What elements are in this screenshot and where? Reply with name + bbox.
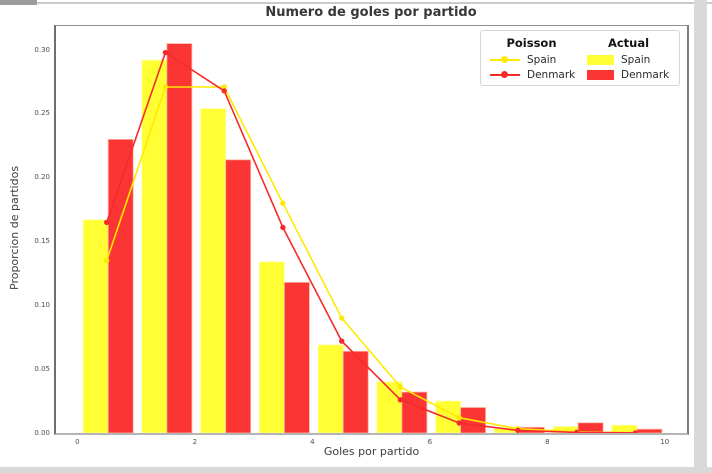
x-axis-label: Goles por partido: [323, 445, 420, 458]
bar-spain-actual-2: [200, 108, 227, 433]
line-spain-poisson: [105, 86, 636, 433]
point-denmark-poisson-7: [515, 427, 521, 433]
legend-label: Spain: [527, 53, 557, 66]
bar-spain-actual-0: [82, 219, 109, 433]
legend-swatch-denmark: [587, 69, 614, 80]
bar-denmark-actual-2: [225, 159, 252, 433]
window-chrome-fragment: [0, 0, 37, 5]
point-denmark-poisson-8: [574, 429, 580, 433]
legend-label: Spain: [621, 53, 651, 66]
legend-item-actual-spain: Spain: [584, 52, 673, 67]
bar-denmark-actual-0: [107, 139, 134, 433]
bar-denmark-actual-4: [342, 350, 369, 433]
x-tick-label: 4: [310, 438, 315, 446]
legend-item-actual-denmark: Denmark: [584, 67, 673, 82]
bar-spain-actual-5: [376, 381, 403, 433]
point-denmark-poisson-2: [221, 88, 227, 94]
legend-column-poisson: Poisson Spain Denmark: [487, 35, 576, 82]
y-tick-label: 0.25: [34, 109, 50, 118]
legend-header-actual: Actual: [607, 36, 650, 50]
legend-item-poisson-denmark: Denmark: [487, 67, 576, 82]
legend-header-poisson: Poisson: [506, 36, 557, 50]
line-dot-icon: [501, 56, 508, 63]
point-spain-poisson-3: [280, 200, 286, 206]
bar-spain-actual-1: [141, 59, 168, 433]
y-tick-label: 0.05: [34, 364, 50, 373]
y-tick-label: 0.00: [34, 428, 50, 437]
point-denmark-poisson-4: [339, 338, 345, 344]
y-tick-label: 0.15: [34, 237, 50, 245]
chart-canvas: [82, 43, 663, 433]
legend-label: Denmark: [527, 68, 576, 81]
bar-denmark-actual-1: [166, 43, 193, 433]
point-spain-poisson-0: [104, 258, 110, 264]
point-denmark-poisson-0: [104, 219, 110, 226]
vertical-scrollbar[interactable]: [694, 0, 707, 473]
legend: Poisson Spain Denmark Actual Spain: [480, 30, 680, 86]
legend-line-marker-spain: [490, 55, 520, 64]
bar-denmark-actual-3: [283, 281, 310, 433]
y-axis-label: Proporcion de partidos: [8, 165, 21, 290]
chart-title: Numero de goles por partido: [265, 5, 477, 20]
plot-area: [54, 25, 689, 435]
x-tick-label: 6: [427, 438, 433, 446]
legend-item-poisson-spain: Spain: [487, 52, 576, 67]
point-denmark-poisson-6: [456, 420, 462, 426]
y-tick-label: 0.30: [34, 45, 50, 54]
point-spain-poisson-5: [397, 384, 404, 390]
bar-denmark-actual-9: [636, 428, 663, 433]
line-denmark-poisson: [105, 51, 636, 433]
y-tick-label: 0.10: [34, 300, 50, 309]
legend-label: Denmark: [621, 68, 670, 81]
point-denmark-poisson-9: [632, 430, 639, 433]
point-denmark-poisson-5: [397, 397, 404, 403]
point-denmark-poisson-3: [280, 224, 286, 231]
point-spain-poisson-1: [162, 84, 169, 90]
bar-spain-actual-4: [317, 344, 344, 433]
legend-swatch-spain: [587, 54, 614, 65]
bar-spain-actual-3: [258, 261, 285, 433]
x-tick-label: 2: [192, 438, 198, 446]
line-dot-icon: [501, 71, 508, 78]
point-spain-poisson-2: [221, 84, 227, 90]
x-tick-label: 0: [75, 438, 80, 446]
point-spain-poisson-6: [456, 415, 462, 421]
horizontal-scrollbar[interactable]: [0, 467, 712, 473]
legend-line-marker-denmark: [490, 70, 520, 79]
x-tick-label: 10: [660, 438, 670, 446]
y-tick-label: 0.20: [34, 173, 50, 182]
window-top-border: [0, 2, 712, 4]
legend-column-actual: Actual Spain Denmark: [584, 35, 673, 82]
point-denmark-poisson-1: [162, 49, 169, 56]
point-spain-poisson-4: [339, 315, 345, 321]
x-tick-label: 8: [545, 438, 550, 446]
